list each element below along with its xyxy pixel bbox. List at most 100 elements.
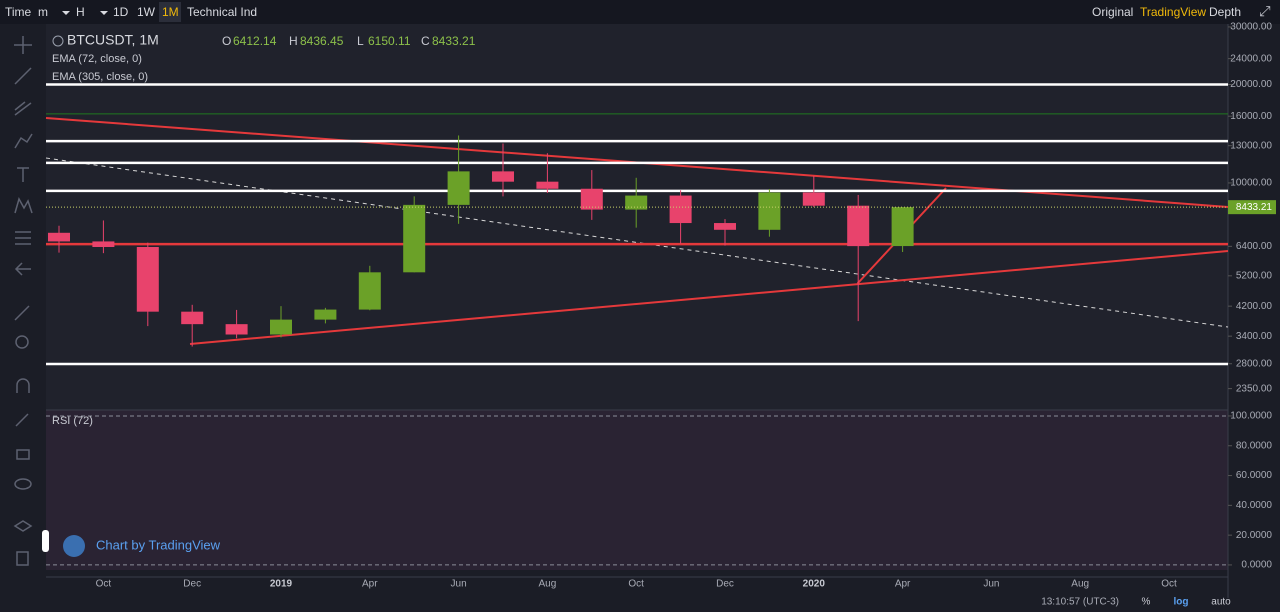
last-price-badge xyxy=(1228,200,1276,215)
candle-body xyxy=(136,247,159,312)
brush-icon[interactable] xyxy=(14,133,33,149)
branding[interactable]: Chart by TradingView xyxy=(96,537,221,552)
x-tick-label: Dec xyxy=(716,579,734,590)
toolbar-button[interactable]: 1D xyxy=(113,5,129,19)
x-tick-label: Jun xyxy=(451,579,467,590)
footer-option[interactable]: log xyxy=(1174,597,1189,608)
x-tick-label: Dec xyxy=(183,579,201,590)
y-tick-label: 10000.00 xyxy=(1230,178,1272,189)
sidebar-bg xyxy=(0,24,45,612)
y-tick-label: 20.0000 xyxy=(1236,530,1273,541)
trendline-icon[interactable] xyxy=(14,67,32,85)
trash-icon[interactable] xyxy=(16,551,29,566)
legend-value: 8433.21 xyxy=(432,34,476,48)
legend-value: 8436.45 xyxy=(300,34,344,48)
toolbar-button[interactable]: H xyxy=(76,5,85,19)
x-tick-label: Aug xyxy=(539,579,557,590)
text-icon[interactable] xyxy=(17,167,29,182)
candle-body xyxy=(92,241,115,248)
candle-body xyxy=(536,181,559,189)
layers-icon[interactable] xyxy=(13,520,33,532)
candle-body xyxy=(891,207,914,247)
support-trendline xyxy=(189,250,1229,345)
candle-body xyxy=(625,195,648,210)
dropdown-arrow[interactable] xyxy=(100,11,108,15)
eye-icon[interactable] xyxy=(14,478,32,490)
legend-value: 6412.14 xyxy=(233,34,277,48)
y-tick-label: 30000.00 xyxy=(1230,22,1272,33)
candle-body xyxy=(358,272,381,310)
symbol-dot xyxy=(52,35,64,47)
candle-body xyxy=(847,205,870,247)
candle-body xyxy=(225,324,248,335)
toolbar-button[interactable]: Original xyxy=(1092,5,1133,19)
y-tick-label: 0.0000 xyxy=(1241,560,1272,571)
candle-body xyxy=(714,223,736,230)
candle-body xyxy=(669,195,692,224)
pattern-icon[interactable] xyxy=(14,197,33,214)
y-tick-label: 3400.00 xyxy=(1236,331,1273,342)
legend-key: H xyxy=(289,34,298,48)
indicator-label[interactable]: EMA (72, close, 0) xyxy=(52,53,142,65)
x-tick-label: 2020 xyxy=(803,579,826,590)
toolbar-button[interactable]: 1M xyxy=(162,5,179,19)
candle-body xyxy=(403,204,426,273)
y-tick-label: 60.0000 xyxy=(1236,470,1273,481)
toolbar-button[interactable]: 1W xyxy=(137,5,156,19)
toolbar-button[interactable]: m xyxy=(38,5,48,19)
sidebar-handle[interactable] xyxy=(42,530,49,552)
footer-option[interactable]: % xyxy=(1142,597,1151,608)
y-tick-label: 24000.00 xyxy=(1230,53,1272,64)
x-tick-label: Aug xyxy=(1071,579,1089,590)
symbol-title[interactable]: BTCUSDT, 1M xyxy=(67,32,159,48)
candle-body xyxy=(48,232,70,242)
candle-body xyxy=(758,192,781,230)
legend-key: C xyxy=(421,34,430,48)
toolbar-button[interactable]: Technical Ind xyxy=(187,5,257,19)
x-tick-label: 2019 xyxy=(270,579,293,590)
x-tick-label: Jun xyxy=(983,579,999,590)
rsi-title[interactable]: RSI (72) xyxy=(52,415,93,427)
x-tick-label: Oct xyxy=(1161,579,1177,590)
y-tick-label: 4200.00 xyxy=(1236,301,1273,312)
magnet-icon[interactable] xyxy=(16,378,30,393)
back-icon[interactable] xyxy=(14,262,31,276)
x-tick-label: Apr xyxy=(895,579,911,590)
candle-body xyxy=(447,171,470,205)
zoom-icon[interactable] xyxy=(15,335,29,349)
legend-key: L xyxy=(357,34,364,48)
y-tick-label: 40.0000 xyxy=(1236,500,1273,511)
x-tick-label: Oct xyxy=(96,579,112,590)
legend-value: 6150.11 xyxy=(368,34,411,48)
crosshair-icon[interactable] xyxy=(14,36,32,54)
sidebar xyxy=(0,24,49,612)
lock-icon[interactable] xyxy=(16,449,30,460)
clock: 13:10:57 (UTC-3) xyxy=(1041,597,1119,608)
dropdown-arrow[interactable] xyxy=(62,11,70,15)
prediction-icon[interactable] xyxy=(15,231,31,245)
x-tick-label: Apr xyxy=(362,579,378,590)
toolbar-button[interactable]: Time xyxy=(5,5,32,19)
y-tick-label: 2350.00 xyxy=(1236,383,1273,394)
legend-key: O xyxy=(222,34,231,48)
footer-option[interactable]: auto xyxy=(1211,597,1231,608)
fullscreen-icon[interactable]: ⤢ xyxy=(1259,3,1270,19)
x-tick-label: Oct xyxy=(628,579,644,590)
y-tick-label: 20000.00 xyxy=(1230,79,1272,90)
ruler-icon[interactable] xyxy=(14,305,30,321)
last-price-label: 8433.21 xyxy=(1236,202,1273,213)
candle-body xyxy=(314,309,337,320)
y-tick-label: 13000.00 xyxy=(1230,140,1272,151)
y-tick-label: 6400.00 xyxy=(1236,241,1273,252)
lock-drawing-icon[interactable] xyxy=(15,413,29,427)
y-tick-label: 2800.00 xyxy=(1236,358,1273,369)
dashed-trendline xyxy=(45,157,1229,328)
y-tick-label: 5200.00 xyxy=(1236,270,1273,281)
fib-icon[interactable] xyxy=(14,101,32,116)
indicator-label[interactable]: EMA (305, close, 0) xyxy=(52,71,148,83)
toolbar-button[interactable]: TradingView xyxy=(1140,5,1206,19)
toolbar-active-bg xyxy=(159,2,181,22)
toolbar-button[interactable]: Depth xyxy=(1209,5,1241,19)
